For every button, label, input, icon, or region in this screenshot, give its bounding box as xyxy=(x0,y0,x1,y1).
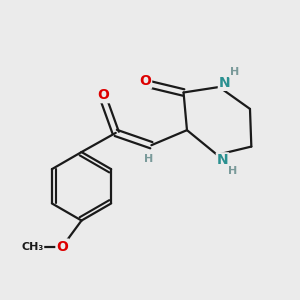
Text: CH₃: CH₃ xyxy=(21,242,43,252)
Text: O: O xyxy=(98,88,110,102)
Text: N: N xyxy=(219,76,230,90)
Text: H: H xyxy=(144,154,153,164)
Text: N: N xyxy=(217,153,228,167)
Text: O: O xyxy=(56,240,68,254)
Text: H: H xyxy=(230,67,239,77)
Text: H: H xyxy=(227,166,237,176)
Text: O: O xyxy=(139,74,151,88)
